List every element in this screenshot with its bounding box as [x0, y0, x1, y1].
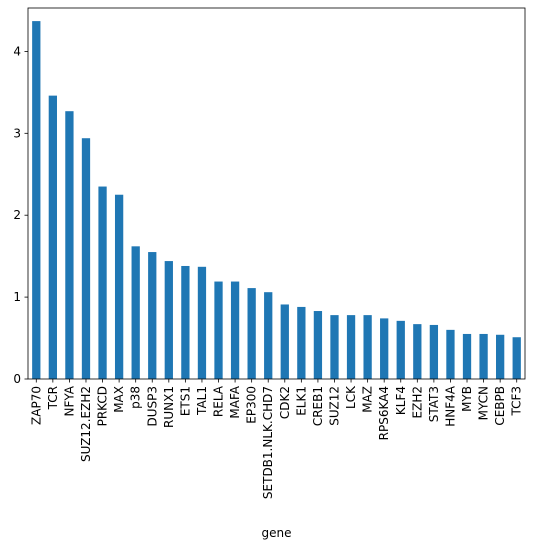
x-tick-label: p38: [129, 386, 143, 409]
x-tick-label: CDK2: [278, 386, 292, 419]
x-tick-label: MYCN: [477, 386, 491, 420]
x-tick-label: SUZ12: [327, 386, 341, 426]
x-tick-label: STAT3: [427, 386, 441, 422]
bar-STAT3: [429, 324, 439, 379]
x-tick-label: SUZ12.EZH2: [79, 386, 93, 462]
x-tick-label: ELK1: [294, 386, 308, 416]
bar-TCF3: [512, 337, 521, 379]
x-tick-label: TCF3: [510, 386, 524, 417]
x-tick-label: RUNX1: [162, 386, 176, 428]
bar-EZH2: [413, 324, 422, 379]
x-axis: ZAP70 TCR NFYA SUZ12.EZH2 PRKCD MAX p38 DUSP3 RU…: [29, 379, 524, 499]
bar-p38: [131, 246, 140, 379]
bar-PRKCD: [98, 186, 107, 379]
bar-TCR: [48, 95, 57, 379]
x-tick-label: CEBPB: [493, 386, 507, 426]
bar-RUNX1: [164, 261, 173, 379]
bar-KLF4: [396, 320, 405, 379]
x-tick-label: MAX: [112, 386, 126, 413]
x-tick-label: MAZ: [361, 386, 375, 413]
bar-CDK2: [280, 304, 289, 379]
y-tick-label: 1: [13, 290, 21, 304]
x-axis-label: gene: [262, 526, 292, 540]
x-tick-label: HNF4A: [443, 385, 457, 427]
y-axis: 0 1 2 3 4: [13, 44, 28, 386]
y-tick-label: 2: [13, 208, 21, 222]
bar-TAL1: [197, 266, 207, 379]
bar-MYB: [462, 333, 472, 379]
x-tick-label: NFYA: [62, 385, 76, 416]
x-tick-label: RPS6KA4: [377, 386, 391, 440]
bar-MAFA: [230, 281, 240, 379]
plot-frame: [27, 7, 526, 380]
bar-SUZ12: [330, 315, 339, 379]
bar-ELK1: [297, 306, 306, 379]
x-tick-label: MAFA: [228, 385, 242, 418]
bar-EP300: [247, 288, 256, 379]
x-tick-label: RELA: [212, 385, 226, 417]
y-tick-label: 0: [13, 372, 21, 386]
x-tick-label: TCR: [46, 386, 60, 410]
x-tick-label: DUSP3: [145, 386, 159, 427]
x-tick-label: LCK: [344, 385, 358, 409]
bar-RELA: [214, 281, 223, 379]
x-tick-label: ZAP70: [29, 386, 43, 425]
x-tick-label: MYB: [460, 386, 474, 412]
bars-group: [32, 21, 521, 380]
x-tick-label: TAL1: [195, 386, 209, 416]
x-tick-label: EZH2: [410, 386, 424, 418]
bar-HNF4A: [446, 329, 455, 379]
bar-SUZ12.EZH2: [81, 138, 91, 379]
bar-MAX: [114, 194, 124, 379]
bar-CEBPB: [496, 334, 505, 379]
bar-DUSP3: [148, 252, 157, 379]
x-tick-label: ETS1: [178, 386, 192, 416]
bar-ZAP70: [32, 21, 41, 379]
x-tick-label: PRKCD: [96, 386, 110, 426]
x-tick-label: EP300: [245, 386, 259, 424]
y-tick-label: 3: [13, 126, 21, 140]
bar-ETS1: [181, 265, 190, 379]
y-tick-label: 4: [13, 44, 21, 58]
bar-LCK: [346, 315, 356, 379]
bar-SETDB1.NLK.CHD7: [264, 292, 273, 379]
bar-RPS6KA4: [380, 318, 389, 379]
x-tick-label: KLF4: [394, 386, 408, 415]
bar-MYCN: [479, 333, 488, 379]
bar-MAZ: [363, 315, 372, 379]
x-tick-label: SETDB1.NLK.CHD7: [261, 386, 275, 499]
bar-CREB1: [313, 311, 323, 379]
bar-NFYA: [65, 111, 74, 380]
x-tick-label: CREB1: [311, 386, 325, 426]
